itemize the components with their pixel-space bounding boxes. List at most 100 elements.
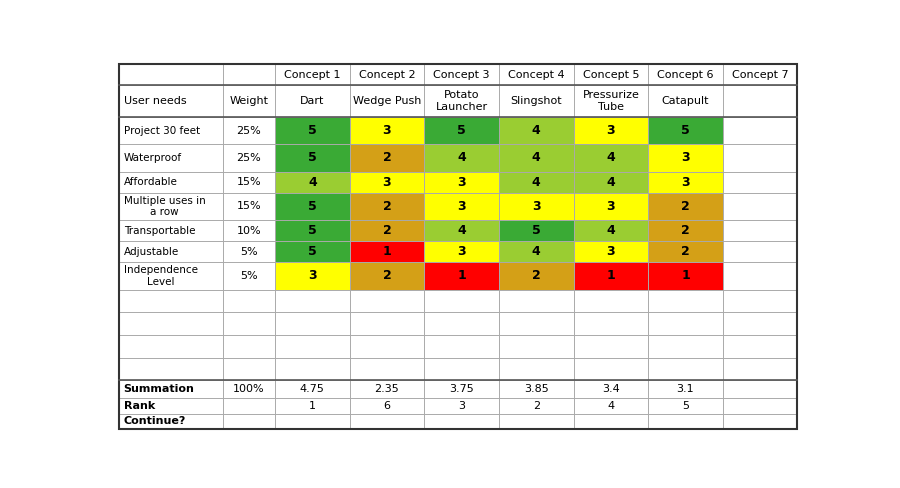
Bar — [222, 413, 275, 428]
Bar — [723, 64, 797, 85]
Bar — [424, 358, 499, 380]
Bar — [648, 380, 723, 398]
Bar — [120, 220, 222, 241]
Bar — [499, 117, 573, 144]
Text: 3: 3 — [607, 124, 616, 137]
Text: 25%: 25% — [237, 126, 261, 136]
Bar — [275, 398, 349, 413]
Bar — [222, 172, 275, 193]
Bar — [648, 312, 723, 335]
Text: Project 30 feet: Project 30 feet — [123, 126, 200, 136]
Bar — [424, 85, 499, 117]
Bar — [573, 312, 648, 335]
Bar — [120, 263, 222, 289]
Bar — [573, 263, 648, 289]
Bar — [573, 358, 648, 380]
Text: 3: 3 — [457, 200, 466, 213]
Bar — [648, 144, 723, 172]
Bar — [723, 380, 797, 398]
Text: 3: 3 — [681, 151, 689, 164]
Bar — [573, 312, 648, 335]
Bar — [723, 85, 797, 117]
Bar — [120, 220, 222, 241]
Bar — [349, 144, 424, 172]
Bar — [648, 289, 723, 312]
Text: 1: 1 — [607, 269, 616, 283]
Bar — [499, 398, 573, 413]
Text: Affordable: Affordable — [123, 177, 177, 187]
Bar — [222, 358, 275, 380]
Bar — [648, 220, 723, 241]
Text: Multiple uses in
a row: Multiple uses in a row — [123, 196, 205, 217]
Text: 6: 6 — [383, 401, 391, 411]
Bar — [424, 220, 499, 241]
Bar — [222, 64, 275, 85]
Bar — [424, 220, 499, 241]
Text: 5%: 5% — [240, 247, 257, 257]
Bar — [424, 193, 499, 220]
Bar — [120, 193, 222, 220]
Bar — [499, 358, 573, 380]
Bar — [120, 172, 222, 193]
Bar — [499, 335, 573, 358]
Text: 4: 4 — [532, 124, 541, 137]
Text: 2: 2 — [382, 200, 392, 213]
Text: 2.35: 2.35 — [374, 385, 400, 394]
Bar — [424, 144, 499, 172]
Bar — [275, 64, 349, 85]
Bar — [499, 263, 573, 289]
Bar — [648, 358, 723, 380]
Bar — [424, 312, 499, 335]
Text: 2: 2 — [532, 269, 541, 283]
Text: 4: 4 — [457, 151, 466, 164]
Bar — [723, 380, 797, 398]
Text: Continue?: Continue? — [123, 416, 186, 426]
Text: 2: 2 — [382, 269, 392, 283]
Text: Concept 1: Concept 1 — [284, 70, 340, 80]
Bar — [349, 172, 424, 193]
Bar — [573, 64, 648, 85]
Bar — [349, 358, 424, 380]
Bar — [723, 193, 797, 220]
Bar — [120, 312, 222, 335]
Bar — [499, 312, 573, 335]
Bar — [349, 64, 424, 85]
Bar — [349, 85, 424, 117]
Bar — [648, 241, 723, 263]
Text: Pressurize
Tube: Pressurize Tube — [582, 90, 639, 112]
Text: 2: 2 — [382, 151, 392, 164]
Bar — [499, 220, 573, 241]
Bar — [349, 241, 424, 263]
Bar — [648, 220, 723, 241]
Text: 4: 4 — [457, 224, 466, 237]
Bar — [499, 85, 573, 117]
Bar — [723, 241, 797, 263]
Bar — [120, 85, 222, 117]
Bar — [275, 312, 349, 335]
Bar — [499, 193, 573, 220]
Bar — [349, 413, 424, 428]
Bar — [120, 380, 222, 398]
Bar — [275, 335, 349, 358]
Bar — [349, 172, 424, 193]
Bar — [499, 398, 573, 413]
Text: 2: 2 — [533, 401, 540, 411]
Bar — [120, 413, 222, 428]
Bar — [275, 85, 349, 117]
Bar — [222, 289, 275, 312]
Text: 1: 1 — [681, 269, 690, 283]
Bar — [499, 193, 573, 220]
Bar — [275, 380, 349, 398]
Text: 15%: 15% — [237, 177, 261, 187]
Bar — [723, 289, 797, 312]
Bar — [349, 398, 424, 413]
Bar — [349, 312, 424, 335]
Bar — [424, 398, 499, 413]
Bar — [424, 193, 499, 220]
Bar — [723, 413, 797, 428]
Bar — [424, 335, 499, 358]
Bar — [275, 220, 349, 241]
Bar — [723, 289, 797, 312]
Bar — [222, 241, 275, 263]
Bar — [499, 289, 573, 312]
